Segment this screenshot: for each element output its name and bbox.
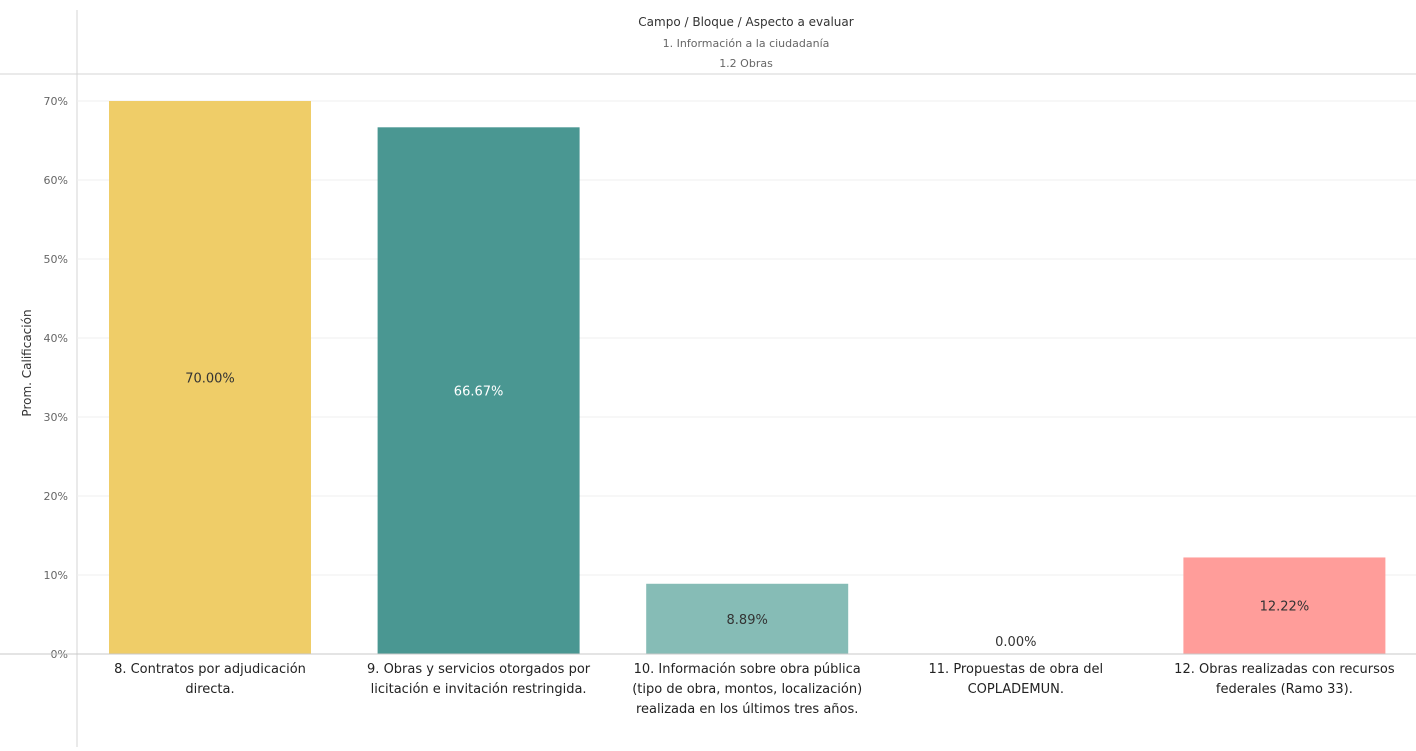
data-label: 66.67%: [454, 385, 504, 400]
x-category-label: 12. Obras realizadas con recursos: [1174, 662, 1395, 677]
x-category-label: licitación e invitación restringida.: [371, 682, 587, 697]
y-tick-label: 20%: [44, 490, 68, 503]
y-tick-label: 60%: [44, 174, 68, 187]
header-title: Campo / Bloque / Aspecto a evaluar: [638, 15, 853, 29]
x-category-label: directa.: [185, 682, 234, 697]
y-tick-label: 50%: [44, 253, 68, 266]
bar[interactable]: [1183, 557, 1386, 654]
chart-frame: [0, 10, 1416, 747]
chart-header: Campo / Bloque / Aspecto a evaluar 1. In…: [638, 15, 853, 70]
y-tick-label: 40%: [44, 332, 68, 345]
x-category-label: 11. Propuestas de obra del: [929, 662, 1104, 677]
y-axis-label: Prom. Calificación: [20, 309, 34, 416]
x-category-label: 9. Obras y servicios otorgados por: [367, 662, 591, 677]
data-label: 12.22%: [1260, 600, 1310, 615]
y-tick-label: 10%: [44, 569, 68, 582]
x-category-label: realizada en los últimos tres años.: [636, 702, 858, 717]
header-block: 1.2 Obras: [719, 57, 773, 70]
y-tick-label: 70%: [44, 95, 68, 108]
x-category-label: 8. Contratos por adjudicación: [114, 662, 306, 677]
bars: [109, 101, 1386, 654]
y-tick-label: 30%: [44, 411, 68, 424]
y-axis-ticks: 0%10%20%30%40%50%60%70%: [44, 95, 68, 661]
bar[interactable]: [109, 101, 311, 654]
bar[interactable]: [646, 583, 849, 654]
data-label: 70.00%: [185, 372, 235, 387]
x-category-label: 10. Información sobre obra pública: [634, 662, 861, 677]
bar[interactable]: [377, 127, 580, 654]
x-category-label: COPLADEMUN.: [968, 682, 1064, 697]
x-axis-categories: 8. Contratos por adjudicación directa. 9. …: [114, 662, 1395, 717]
data-label: 8.89%: [727, 613, 768, 628]
x-category-label: (tipo de obra, montos, localización): [632, 682, 862, 697]
header-field: 1. Información a la ciudadanía: [663, 37, 830, 50]
data-labels: 70.00% 66.67% 8.89% 0.00% 12.22%: [185, 372, 1309, 651]
data-label: 0.00%: [995, 635, 1036, 650]
x-category-label: federales (Ramo 33).: [1216, 682, 1353, 697]
